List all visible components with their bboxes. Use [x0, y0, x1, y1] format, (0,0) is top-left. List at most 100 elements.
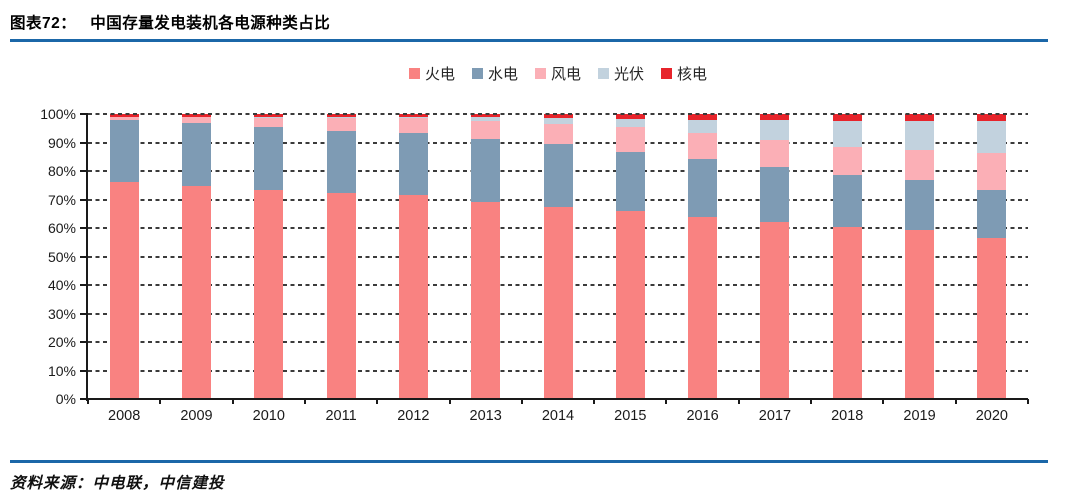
bar-segment-nuclear [109, 114, 139, 118]
x-axis-tick [665, 399, 668, 404]
legend-label-wind: 风电 [550, 66, 581, 83]
stacked-bar-2016 [688, 114, 718, 399]
legend-item-nuclear: 核电 [661, 63, 707, 84]
bar-segment-thermal [471, 202, 501, 399]
y-axis-label: 10% [47, 362, 76, 379]
bar-segment-thermal [832, 227, 862, 399]
y-axis-label: 40% [47, 277, 76, 293]
bar-segment-hydro [977, 189, 1007, 238]
legend-swatch-hydro-icon [471, 68, 483, 79]
bar-segment-solar [688, 120, 718, 134]
bar-segment-nuclear [181, 114, 211, 117]
y-axis-tick [80, 369, 88, 372]
x-axis-label: 2016 [686, 408, 719, 424]
x-axis-label: 2015 [614, 408, 647, 424]
y-axis-line [86, 114, 88, 401]
bar-segment-nuclear [615, 114, 645, 119]
x-axis-label: 2009 [180, 408, 213, 424]
legend-label-hydro: 水电 [487, 66, 518, 83]
bar-segment-hydro [615, 151, 645, 212]
y-axis-label: 80% [47, 163, 76, 179]
stacked-bar-2015 [615, 114, 645, 399]
y-axis-label: 90% [47, 134, 76, 151]
bar-segment-thermal [326, 192, 356, 399]
y-axis-tick [80, 398, 88, 400]
x-axis-tick [520, 399, 523, 404]
x-axis-tick [231, 399, 234, 404]
stacked-bar-2008 [109, 114, 139, 399]
x-axis-label: 2010 [252, 408, 285, 424]
bar-segment-hydro [760, 166, 790, 222]
bar-segment-solar [832, 120, 862, 148]
legend-swatch-wind-icon [534, 68, 546, 79]
y-axis-tick [80, 227, 88, 229]
y-axis-label: 60% [47, 220, 76, 236]
bar-segment-hydro [181, 122, 211, 187]
bar-segment-thermal [760, 221, 790, 399]
bar-segment-solar [615, 118, 645, 128]
y-axis-tick [80, 255, 88, 258]
x-axis-label: 2020 [975, 408, 1008, 424]
stacked-bar-2010 [254, 114, 284, 399]
x-axis-tick [448, 399, 451, 404]
bar-segment-wind [471, 121, 501, 139]
bar-segment-nuclear [688, 114, 718, 120]
bar-segment-wind [688, 133, 718, 160]
x-axis-label: 2008 [108, 408, 141, 424]
y-axis-label: 0% [55, 391, 76, 407]
bar-segment-wind [760, 140, 790, 167]
legend-item-wind: 风电 [534, 63, 581, 84]
bar-segment-hydro [398, 133, 428, 196]
bar-segment-wind [398, 118, 428, 134]
stacked-bar-2014 [543, 114, 573, 399]
gridline [88, 113, 1028, 115]
bar-segment-wind [977, 153, 1007, 190]
chart-legend: 火电 水电 风电 光伏 核电 [88, 63, 1028, 84]
bar-segment-nuclear [760, 114, 790, 120]
bar-segment-wind [109, 117, 139, 121]
stacked-bar-2012 [398, 114, 428, 399]
x-axis-label: 2014 [541, 408, 575, 424]
bar-segment-thermal [905, 230, 935, 399]
bar-segment-hydro [109, 120, 139, 183]
x-axis-tick [737, 399, 740, 404]
bar-segment-hydro [471, 138, 501, 203]
legend-swatch-solar-icon [598, 68, 609, 79]
bar-segment-solar [471, 117, 501, 122]
bar-segment-nuclear [832, 114, 862, 121]
bar-segment-thermal [977, 237, 1007, 399]
y-axis-tick [80, 141, 88, 144]
x-axis-label: 2011 [325, 408, 357, 424]
bar-segment-wind [615, 127, 645, 152]
legend-label-solar: 光伏 [614, 66, 645, 83]
x-axis-label: 2013 [469, 408, 502, 424]
x-axis-tick [87, 399, 89, 404]
bar-segment-hydro [688, 159, 718, 217]
x-axis-tick [593, 399, 596, 404]
bar-segment-wind [254, 117, 284, 127]
y-axis-label: 50% [47, 248, 76, 265]
y-axis-label: 30% [47, 305, 76, 322]
figure-number: 图表72： [10, 15, 77, 32]
y-axis-tick [80, 113, 88, 115]
bar-segment-solar [905, 120, 935, 151]
bar-segment-solar [326, 117, 356, 118]
bar-segment-nuclear [543, 114, 573, 119]
y-axis-tick [80, 284, 88, 286]
legend-item-solar: 光伏 [598, 63, 644, 84]
bar-segment-thermal [254, 189, 284, 399]
bar-segment-nuclear [326, 114, 356, 118]
bar-segment-hydro [543, 143, 573, 208]
y-axis-label: 70% [47, 191, 76, 208]
figure-title: 中国存量发电装机各电源种类占比 [90, 15, 331, 32]
bar-segment-thermal [615, 211, 645, 399]
bar-segment-solar [543, 118, 573, 124]
x-axis-label: 2019 [903, 408, 936, 424]
stacked-bar-2019 [905, 114, 935, 399]
bar-segment-nuclear [471, 114, 501, 118]
bar-segment-solar [760, 119, 790, 141]
x-axis-line [86, 398, 1028, 400]
bar-segment-thermal [109, 182, 139, 399]
x-axis-tick [954, 399, 957, 404]
y-axis-tick [80, 198, 88, 201]
